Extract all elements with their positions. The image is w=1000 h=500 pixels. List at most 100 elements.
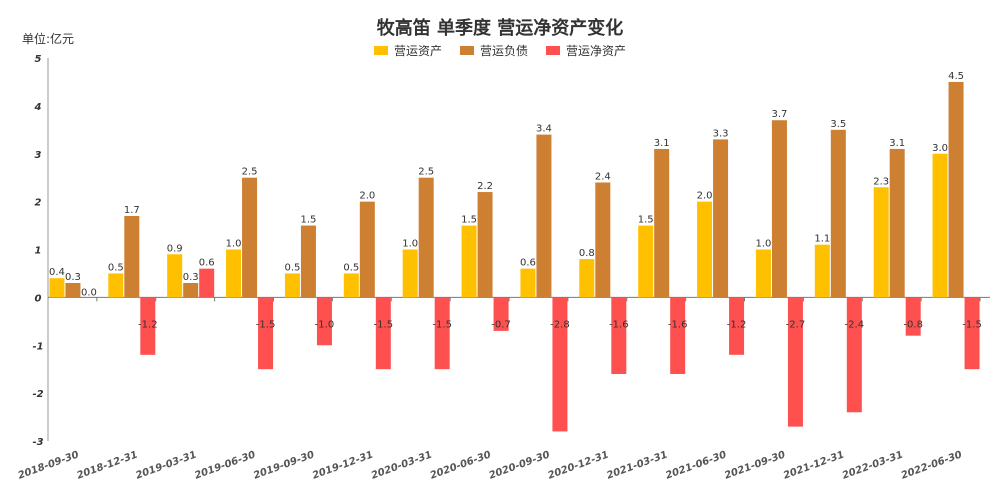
bar-营运净资产-2018-12-31 — [140, 297, 156, 355]
data-label: -1.5 — [962, 319, 982, 330]
bar-营运负债-2021-09-30 — [771, 120, 787, 298]
bar-营运净资产-2019-12-31 — [375, 297, 391, 370]
x-tick-label: 2020-12-31 — [546, 449, 610, 481]
bar-营运负债-2018-12-31 — [124, 215, 140, 298]
bar-营运负债-2018-09-30 — [65, 283, 81, 298]
bar-营运资产-2018-12-31 — [108, 273, 124, 298]
x-tick-label: 2019-09-30 — [252, 449, 316, 481]
data-label: -0.7 — [491, 319, 511, 330]
data-label: 0.5 — [108, 262, 124, 273]
data-label: 3.3 — [713, 128, 729, 139]
legend-item-liabilities[interactable]: 营运负债 — [459, 42, 528, 59]
bar-营运净资产-2020-06-30 — [493, 297, 509, 331]
data-label: 1.5 — [461, 215, 477, 226]
bar-营运资产-2020-03-31 — [402, 249, 418, 298]
data-label: 2.2 — [477, 181, 493, 192]
bar-营运资产-2018-09-30 — [49, 278, 65, 298]
data-label: -2.4 — [845, 319, 865, 330]
bar-营运负债-2020-12-31 — [595, 182, 611, 298]
bar-营运负债-2021-03-31 — [654, 148, 670, 298]
data-label: 0.6 — [199, 258, 215, 269]
bar-营运资产-2019-03-31 — [167, 254, 183, 298]
bar-营运净资产-2019-06-30 — [258, 297, 274, 370]
y-tick-label: 3 — [35, 150, 42, 161]
data-label: 3.7 — [771, 109, 787, 120]
data-label: 1.5 — [300, 215, 316, 226]
bar-营运资产-2020-09-30 — [520, 268, 536, 298]
data-label: 0.6 — [520, 258, 536, 269]
y-tick-label: -3 — [32, 437, 43, 448]
legend-label-liabilities: 营运负债 — [479, 44, 528, 58]
x-tick-label: 2022-03-31 — [841, 449, 905, 481]
bar-营运资产-2022-06-30 — [932, 153, 948, 298]
data-label: 4.5 — [948, 71, 964, 82]
data-label: 3.1 — [654, 138, 670, 149]
data-label: 2.0 — [697, 191, 713, 202]
bar-营运资产-2019-12-31 — [343, 273, 359, 298]
y-tick-label: 1 — [35, 246, 42, 257]
bar-营运负债-2020-06-30 — [477, 192, 493, 298]
legend-label-net-assets: 营运净资产 — [566, 44, 627, 58]
x-tick-label: 2021-09-30 — [723, 449, 787, 481]
data-label: 0.3 — [65, 272, 81, 283]
bar-营运资产-2021-12-31 — [814, 244, 830, 298]
y-tick-label: 5 — [35, 54, 42, 65]
bar-营运净资产-2022-06-30 — [964, 297, 980, 370]
bar-营运资产-2022-03-31 — [873, 187, 889, 298]
data-label: 0.3 — [183, 272, 199, 283]
legend-swatch-assets — [373, 46, 388, 55]
x-tick-label: 2019-06-30 — [193, 449, 257, 481]
bar-营运净资产-2021-06-30 — [729, 297, 745, 355]
legend-item-assets[interactable]: 营运资产 — [373, 42, 442, 59]
data-label: 2.0 — [359, 191, 375, 202]
bar-营运净资产-2020-03-31 — [434, 297, 450, 370]
x-tick-label: 2018-09-30 — [17, 449, 81, 481]
data-label: 0.5 — [343, 262, 359, 273]
bar-营运负债-2022-06-30 — [948, 81, 964, 298]
data-label: -1.5 — [432, 319, 452, 330]
x-tick-label: 2021-12-31 — [782, 449, 846, 481]
bar-营运资产-2020-06-30 — [461, 225, 477, 298]
data-label: -0.8 — [903, 319, 923, 330]
bar-营运负债-2020-09-30 — [536, 134, 552, 298]
legend-item-net-assets[interactable]: 营运净资产 — [546, 42, 626, 59]
data-label: 2.4 — [595, 171, 611, 182]
bar-营运负债-2020-03-31 — [418, 177, 434, 298]
bar-营运资产-2019-09-30 — [284, 273, 300, 298]
bar-营运净资产-2019-09-30 — [316, 297, 332, 346]
bar-营运负债-2019-12-31 — [359, 201, 375, 298]
bar-营运净资产-2022-03-31 — [905, 297, 921, 336]
data-label: -2.7 — [786, 319, 806, 330]
x-tick-label: 2020-09-30 — [488, 449, 552, 481]
data-label: 1.0 — [755, 239, 771, 250]
legend-swatch-liabilities — [459, 46, 474, 55]
data-label: 0.4 — [49, 267, 65, 278]
data-label: -1.2 — [138, 319, 158, 330]
data-label: -1.5 — [374, 319, 394, 330]
bar-营运净资产-2021-12-31 — [846, 297, 862, 413]
data-label: 3.0 — [932, 143, 948, 154]
bar-营运资产-2021-06-30 — [697, 201, 713, 298]
bar-营运资产-2021-09-30 — [755, 249, 771, 298]
data-label: -1.6 — [609, 319, 629, 330]
chart-title: 牧高笛 单季度 营运净资产变化 — [376, 18, 624, 39]
bar-营运负债-2019-09-30 — [300, 225, 316, 298]
bar-营运资产-2019-06-30 — [226, 249, 242, 298]
y-tick-label: 0 — [35, 293, 42, 304]
data-label: 0.0 — [81, 287, 97, 298]
data-label: 2.3 — [873, 176, 889, 187]
data-label: -1.0 — [315, 319, 335, 330]
x-tick-label: 2018-12-31 — [75, 449, 139, 481]
data-label: 3.1 — [889, 138, 905, 149]
bar-营运净资产-2019-03-31 — [199, 268, 215, 298]
y-tick-label: -2 — [32, 389, 43, 400]
legend-swatch-net-assets — [546, 46, 560, 55]
data-label: 0.5 — [284, 262, 300, 273]
data-label: 0.8 — [579, 248, 595, 259]
x-tick-label: 2021-03-31 — [605, 449, 669, 481]
x-tick-label: 2020-03-31 — [370, 449, 434, 481]
x-tick-label: 2019-12-31 — [311, 449, 375, 481]
data-label: 3.4 — [536, 124, 552, 135]
